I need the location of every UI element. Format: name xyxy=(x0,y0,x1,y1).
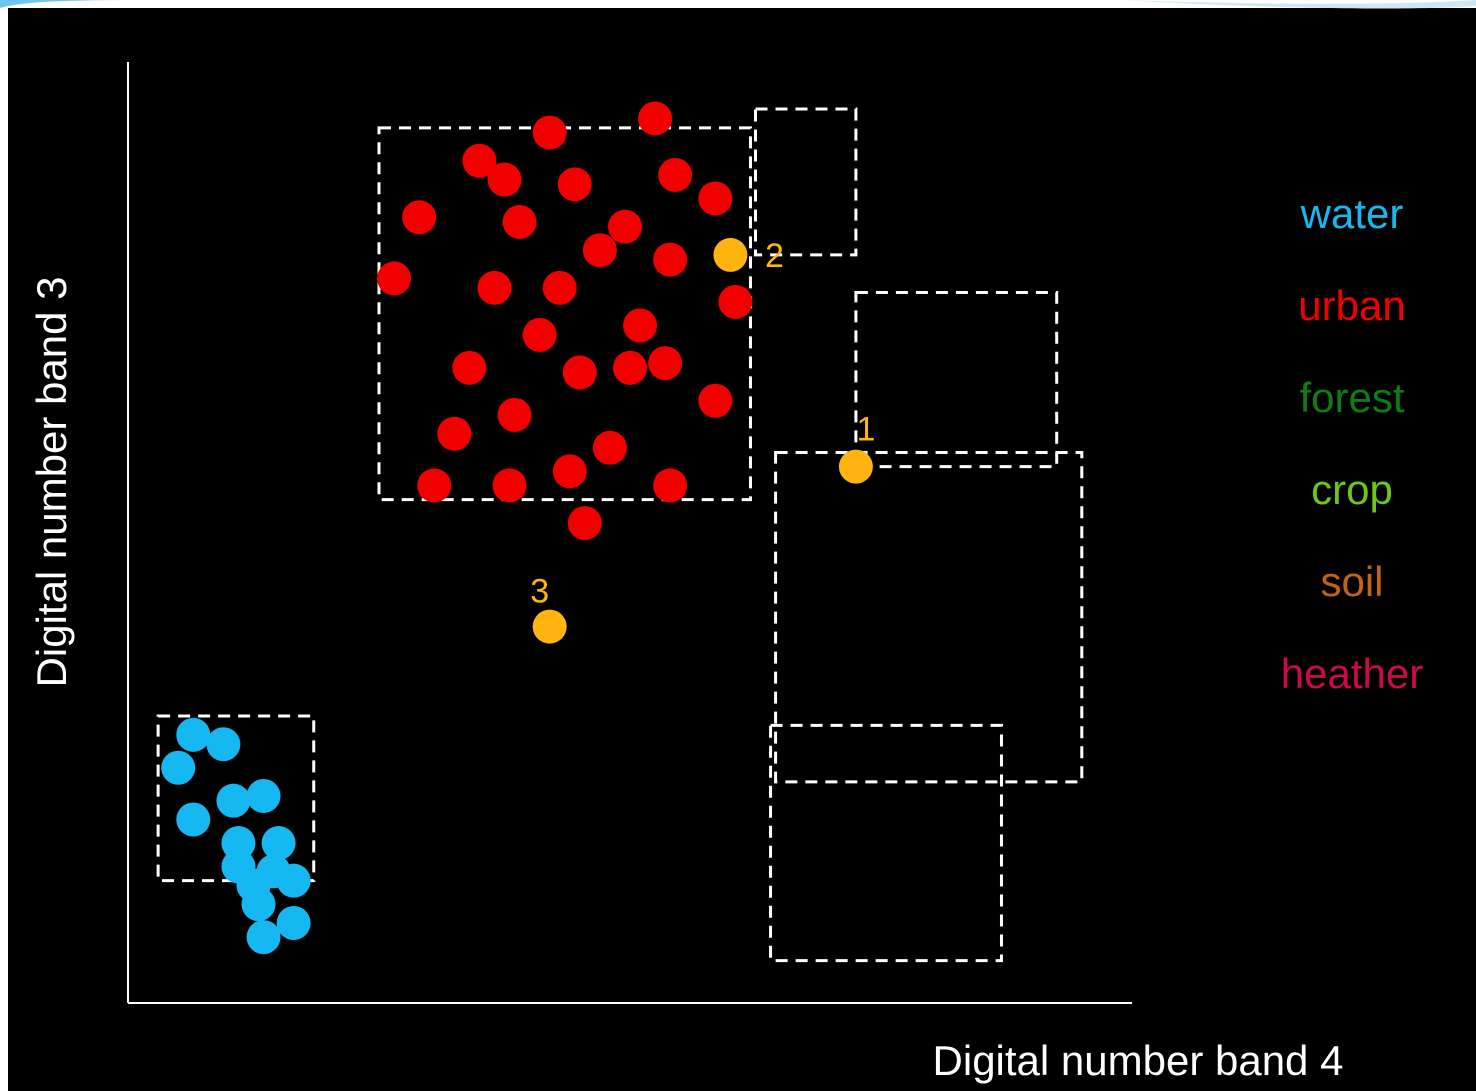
point-urban xyxy=(582,233,617,268)
legend: water urban forest crop soil heather xyxy=(1281,190,1423,697)
point-urban xyxy=(462,143,497,178)
legend-item-forest: forest xyxy=(1299,374,1404,421)
point-water xyxy=(206,727,241,762)
slide-swoosh-right xyxy=(1120,0,1476,9)
point-urban xyxy=(417,468,452,503)
point-urban xyxy=(502,204,537,239)
unknown-point-3 xyxy=(532,609,567,644)
point-urban xyxy=(653,468,688,503)
point-water xyxy=(276,863,311,898)
class-box-forest xyxy=(769,723,1003,963)
point-urban xyxy=(648,346,683,381)
legend-item-soil: soil xyxy=(1320,558,1383,605)
class-box-heather xyxy=(774,451,1084,784)
point-urban xyxy=(653,242,688,277)
point-urban xyxy=(377,261,412,296)
point-urban xyxy=(477,270,512,305)
point-urban xyxy=(638,101,673,136)
point-urban xyxy=(562,355,597,390)
point-urban xyxy=(437,416,472,451)
point-urban xyxy=(532,115,567,150)
unknown-point-label: 3 xyxy=(530,573,549,611)
point-urban xyxy=(613,350,647,385)
point-water xyxy=(176,717,211,752)
point-urban xyxy=(522,317,557,352)
unknown-point-label: 2 xyxy=(765,237,784,275)
point-urban xyxy=(557,167,592,202)
point-water xyxy=(216,783,251,818)
point-urban xyxy=(698,181,733,216)
point-urban xyxy=(592,430,627,465)
legend-item-heather: heather xyxy=(1281,650,1423,697)
point-urban xyxy=(623,308,658,343)
legend-item-water: water xyxy=(1300,190,1404,237)
point-water xyxy=(161,750,196,785)
point-water xyxy=(276,906,311,941)
point-urban xyxy=(402,200,437,235)
point-urban xyxy=(497,397,532,432)
legend-item-urban: urban xyxy=(1298,282,1405,329)
point-urban xyxy=(542,270,577,305)
legend-item-crop: crop xyxy=(1311,466,1393,513)
point-urban xyxy=(658,157,693,192)
plot-background xyxy=(8,8,1476,1091)
x-axis-label: Digital number band 4 xyxy=(933,1037,1344,1084)
unknown-point-2 xyxy=(713,237,748,272)
point-water xyxy=(246,920,281,955)
y-axis-label: Digital number band 3 xyxy=(28,277,75,688)
point-urban xyxy=(492,468,527,503)
point-urban xyxy=(487,162,522,197)
point-water xyxy=(261,826,296,861)
slide-swoosh xyxy=(0,0,150,8)
point-urban xyxy=(698,383,733,418)
class-box-soil xyxy=(754,107,858,257)
point-water xyxy=(176,802,211,837)
point-urban xyxy=(718,284,753,319)
point-water xyxy=(246,778,281,813)
class-box-crop xyxy=(854,291,1059,469)
unknown-point-label: 1 xyxy=(856,411,875,449)
point-water xyxy=(241,887,276,922)
point-urban xyxy=(452,350,487,385)
point-urban xyxy=(552,454,587,489)
unknown-point-1 xyxy=(838,449,873,484)
point-water xyxy=(221,826,256,861)
point-urban xyxy=(567,506,602,541)
class-points: 1 2 3 xyxy=(161,101,875,955)
point-urban xyxy=(607,209,642,244)
